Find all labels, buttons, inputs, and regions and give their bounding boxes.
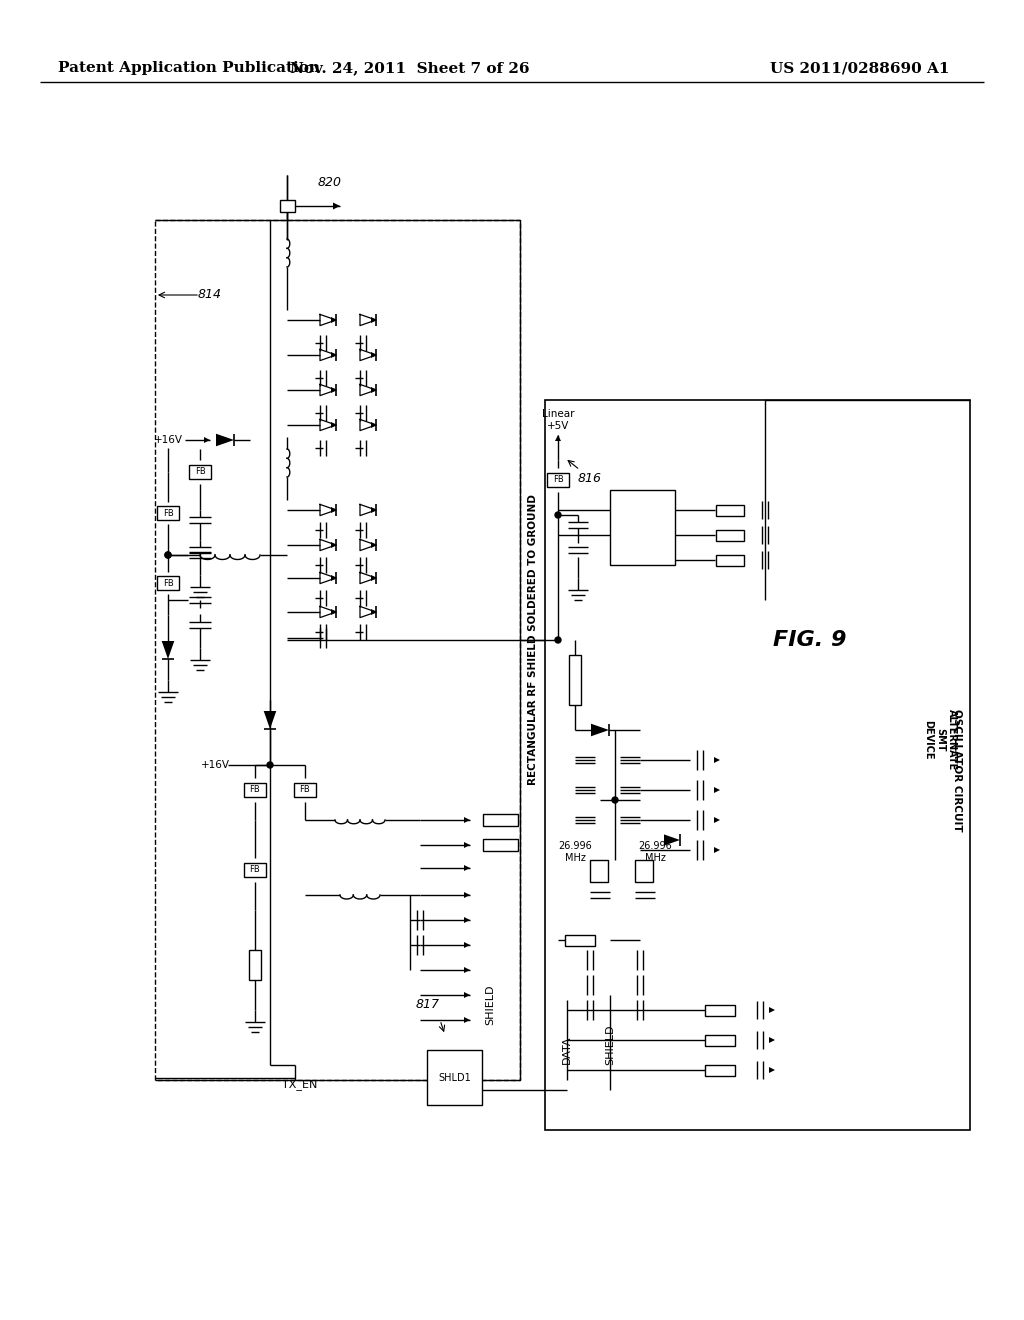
Polygon shape [371, 507, 377, 513]
Polygon shape [371, 352, 377, 358]
Text: Patent Application Publication: Patent Application Publication [58, 61, 319, 75]
Polygon shape [664, 834, 680, 846]
Polygon shape [331, 576, 337, 581]
Polygon shape [371, 543, 377, 548]
Polygon shape [464, 892, 470, 898]
Polygon shape [555, 436, 561, 441]
Bar [545, 400, 970, 1130]
Bar [244, 863, 266, 876]
Polygon shape [371, 609, 377, 615]
Bar [565, 935, 595, 946]
Bar [705, 1005, 735, 1016]
Polygon shape [331, 317, 337, 323]
Bar [157, 576, 179, 590]
Polygon shape [371, 576, 377, 581]
Text: 814: 814 [198, 289, 222, 301]
Polygon shape [714, 756, 720, 763]
Polygon shape [204, 437, 210, 444]
Polygon shape [464, 817, 470, 822]
Polygon shape [216, 434, 234, 446]
Bar [249, 950, 261, 979]
Polygon shape [714, 817, 720, 822]
Text: RECTANGULAR RF SHIELD SOLDERED TO GROUND: RECTANGULAR RF SHIELD SOLDERED TO GROUND [528, 495, 538, 785]
Polygon shape [331, 387, 337, 393]
Text: FIG. 9: FIG. 9 [773, 630, 847, 649]
Polygon shape [331, 543, 337, 548]
Polygon shape [769, 1007, 775, 1012]
Text: ALTERNATE
SMT
DEVICE: ALTERNATE SMT DEVICE [924, 709, 956, 771]
Text: US 2011/0288690 A1: US 2011/0288690 A1 [770, 61, 949, 75]
Polygon shape [464, 993, 470, 998]
Text: FB: FB [553, 475, 563, 484]
Polygon shape [464, 1016, 470, 1023]
Text: SHIELD: SHIELD [485, 985, 495, 1026]
Circle shape [612, 797, 618, 803]
Bar [244, 783, 266, 797]
Bar [716, 531, 744, 541]
Polygon shape [331, 352, 337, 358]
Circle shape [165, 552, 171, 558]
Text: +16V: +16V [201, 760, 229, 770]
Bar [569, 655, 581, 705]
Bar [483, 814, 518, 826]
Bar [590, 861, 608, 882]
Text: FB: FB [195, 467, 206, 477]
Text: FB: FB [163, 508, 173, 517]
Polygon shape [331, 507, 337, 513]
Bar [294, 783, 316, 797]
Text: Nov. 24, 2011  Sheet 7 of 26: Nov. 24, 2011 Sheet 7 of 26 [290, 61, 529, 75]
Text: 26.996
MHz: 26.996 MHz [638, 841, 672, 863]
Bar [280, 201, 295, 213]
Circle shape [165, 552, 171, 558]
Polygon shape [371, 422, 377, 428]
Circle shape [555, 512, 561, 517]
Polygon shape [162, 642, 174, 659]
Polygon shape [264, 711, 276, 729]
Polygon shape [714, 787, 720, 793]
Polygon shape [371, 387, 377, 393]
Bar [716, 506, 744, 516]
Polygon shape [769, 1067, 775, 1073]
Text: 817: 817 [416, 998, 440, 1011]
Polygon shape [464, 842, 470, 847]
Bar [547, 473, 569, 487]
Polygon shape [464, 917, 470, 923]
Bar [610, 490, 675, 565]
Text: FB: FB [250, 866, 260, 874]
Bar [189, 465, 211, 479]
Bar [635, 861, 653, 882]
Text: FB: FB [250, 785, 260, 795]
Text: 820: 820 [318, 177, 342, 190]
Bar [705, 1035, 735, 1045]
Bar [157, 506, 179, 520]
Circle shape [555, 638, 561, 643]
Polygon shape [464, 942, 470, 948]
Text: TX_EN: TX_EN [283, 1080, 317, 1090]
Polygon shape [714, 847, 720, 853]
Text: DATA: DATA [562, 1036, 572, 1064]
Bar [155, 220, 520, 1080]
Text: SHLD1: SHLD1 [438, 1073, 471, 1082]
Bar [716, 554, 744, 566]
Polygon shape [331, 422, 337, 428]
Bar [483, 840, 518, 851]
Text: FB: FB [300, 785, 310, 795]
Text: +16V: +16V [154, 436, 182, 445]
Polygon shape [331, 609, 337, 615]
Text: OSCILLATOR CIRCUIT: OSCILLATOR CIRCUIT [952, 709, 962, 832]
Text: FB: FB [163, 578, 173, 587]
Polygon shape [464, 968, 470, 973]
Circle shape [267, 762, 273, 768]
Polygon shape [591, 723, 609, 737]
Text: 26.996
MHz: 26.996 MHz [558, 841, 592, 863]
Polygon shape [333, 202, 340, 210]
Bar [705, 1065, 735, 1076]
Text: SHIELD: SHIELD [605, 1024, 615, 1065]
Text: Linear
+5V: Linear +5V [542, 409, 574, 430]
Text: 816: 816 [578, 471, 602, 484]
Polygon shape [769, 1038, 775, 1043]
Polygon shape [464, 865, 470, 871]
Bar [427, 1049, 482, 1105]
Polygon shape [371, 317, 377, 323]
